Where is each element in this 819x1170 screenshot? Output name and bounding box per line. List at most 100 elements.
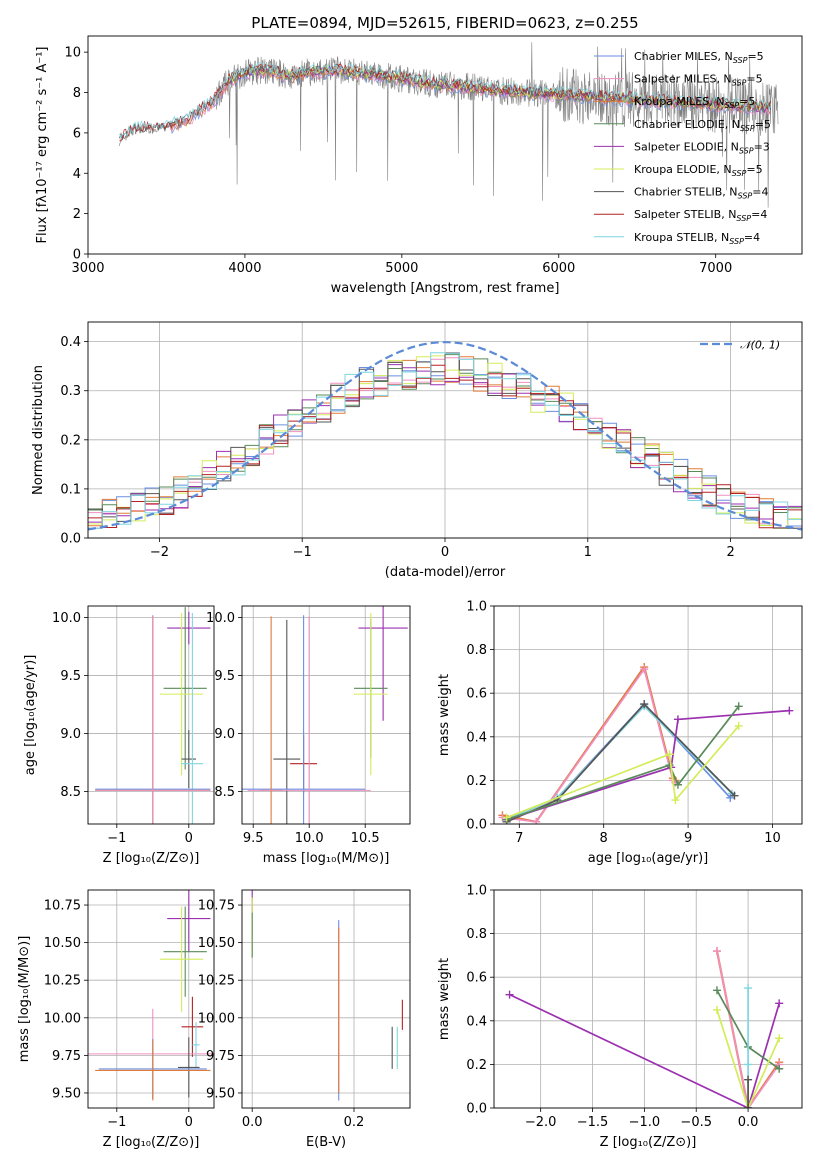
plot-area-residuals (88, 341, 802, 531)
legend-label: Salpeter MILES, NSSP=5 (634, 73, 763, 88)
plot-area-age-vs-mass (242, 606, 408, 824)
x-tick-label: 0.2 (344, 1115, 365, 1130)
y-tick-label: 10.0 (52, 611, 81, 626)
histogram-step-salpeter-stelib (88, 364, 802, 529)
legend-label-sub: SSP (724, 101, 739, 110)
y-tick-label: 9.75 (206, 1049, 235, 1064)
plot-area-age-vs-Z (95, 607, 211, 824)
plot-area-mass-vs-EBV (251, 890, 403, 1101)
y-axis-label: mass weight (437, 958, 452, 1040)
weight-marker (744, 984, 753, 993)
legend-label: Kroupa STELIB, NSSP=4 (634, 231, 760, 246)
weight-line-kroupa-elodie (506, 725, 740, 819)
plot-area-weight-vs-Z (505, 947, 784, 1108)
y-tick-label: 9.0 (60, 727, 81, 742)
weight-marker (712, 947, 721, 956)
y-tick-label: 0.6 (466, 971, 487, 986)
weight-marker (712, 986, 721, 995)
model-line-salpeter-stelib (119, 63, 771, 142)
legend-label: 𝒩(0, 1) (740, 339, 780, 352)
legend-label-name: Chabrier STELIB, N (634, 186, 738, 199)
y-tick-label: 9.0 (214, 727, 235, 742)
x-tick-label: 0.0 (738, 1115, 759, 1130)
y-tick-label: 10.75 (44, 899, 81, 914)
legend-label: Chabrier ELODIE, NSSP=5 (634, 118, 771, 133)
axes-frame (241, 605, 411, 825)
x-tick-label: 7000 (699, 261, 732, 276)
x-tick-label: 7 (515, 831, 523, 846)
weight-line-kroupa-elodie (716, 1009, 780, 1108)
y-tick-label: 9.50 (52, 1086, 81, 1101)
x-tick-label: −1 (107, 1115, 126, 1130)
x-tick-label: 4000 (228, 261, 261, 276)
y-tick-label: 10.00 (44, 1011, 81, 1026)
y-axis-label: mass [log₁₀(M/M⊙)] (17, 936, 32, 1063)
y-tick-label: 0.4 (466, 730, 487, 745)
y-tick-label: 9.5 (60, 669, 81, 684)
legend-label-sub: SSP (738, 192, 753, 201)
legend-label-sub: SSP (740, 124, 755, 133)
panel-residuals: −2 −1 0 1 2 0.0 0.1 0.2 0.3 0.4 (data-model)/error… (31, 321, 803, 580)
weight-marker (730, 791, 739, 800)
y-tick-label: 8.5 (60, 785, 81, 800)
weight-marker (744, 1104, 753, 1108)
x-axis-label: mass [log₁₀(M/M⊙)] (263, 851, 390, 866)
legend-label: Kroupa ELODIE, NSSP=5 (634, 163, 763, 178)
y-tick-label: 0.1 (60, 482, 81, 497)
y-tick-label: 10.00 (198, 1011, 235, 1026)
model-line-salpeter-miles (170, 67, 771, 133)
legend-label-count: =5 (746, 73, 762, 86)
legend-label-count: =3 (754, 140, 770, 153)
chart-title: PLATE=0894, MJD=52615, FIBERID=0623, z=0… (251, 14, 638, 32)
x-axis-label: Z [log₁₀(Z/Z⊙)] (103, 851, 200, 866)
y-tick-label: 0.0 (60, 532, 81, 547)
panel-age-vs-mass: 9.5 10.0 10.5 8.5 9.0 9.5 10.0 mass [log₁₀(M/M⊙… (206, 605, 411, 866)
weight-marker (734, 721, 743, 730)
x-tick-label: −1 (107, 831, 126, 846)
legend-label-sub: SSP (733, 56, 748, 65)
x-tick-label: 0 (185, 831, 193, 846)
legend-label-sub: SSP (739, 146, 754, 155)
weight-marker (505, 990, 514, 999)
legend-label-count: =4 (744, 231, 760, 244)
histogram-step-chabrier-stelib (88, 352, 802, 529)
x-tick-label: −2.0 (525, 1115, 557, 1130)
legend-label-name: Salpeter STELIB, N (634, 208, 736, 221)
y-tick-label: 1.0 (466, 600, 487, 615)
histogram-step-salpeter-elodie (88, 364, 802, 523)
legend-label-name: Kroupa MILES, N (634, 95, 724, 108)
y-tick-label: 10.0 (206, 611, 235, 626)
axes-frame (493, 605, 803, 825)
y-tick-label: 0 (73, 248, 81, 263)
x-axis-label: Z [log₁₀(Z/Z⊙)] (103, 1135, 200, 1150)
weight-line-chabrier-elodie (506, 705, 740, 821)
legend-label-name: Chabrier ELODIE, N (634, 118, 740, 131)
y-tick-label: 10.75 (198, 899, 235, 914)
plot-area-mass-vs-Z (88, 890, 214, 1101)
gaussian-curve (88, 341, 802, 531)
plot-area-spectrum (119, 42, 779, 208)
legend-label: Salpeter ELODIE, NSSP=3 (634, 140, 770, 155)
y-tick-label: 1.0 (466, 884, 487, 899)
weight-marker (785, 706, 794, 715)
y-tick-label: 10.50 (198, 936, 235, 951)
x-tick-label: 9 (684, 831, 692, 846)
axes-frame (87, 321, 803, 539)
y-tick-label: 0.3 (60, 384, 81, 399)
x-tick-label: −2 (150, 545, 169, 560)
legend-label-sub: SSP (736, 214, 751, 223)
panel-spectrum: 3000 4000 5000 6000 7000 0 2 4 6 8 10 wavelength [A… (35, 14, 803, 296)
legend-label-name: Salpeter MILES, N (634, 73, 732, 86)
legend-label-name: Kroupa ELODIE, N (634, 163, 732, 176)
y-tick-label: 8 (73, 86, 81, 101)
panel-mass-vs-Z: −1 0 9.50 9.75 10.00 10.25 10.50 10.75 Z [log₁₀(… (17, 889, 215, 1150)
y-tick-label: 4 (73, 167, 81, 182)
y-axis-label: age [log₁₀(age/yr)] (23, 655, 38, 776)
x-axis-label: Z [log₁₀(Z/Z⊙)] (600, 1135, 697, 1150)
y-tick-label: 0.0 (466, 818, 487, 833)
y-tick-label: 0.2 (466, 1058, 487, 1073)
x-tick-label: 10.5 (351, 831, 380, 846)
panel-mass-vs-EBV: 0.0 0.2 9.50 9.75 10.00 10.25 10.50 10.75 E(B-V) (198, 889, 411, 1150)
axes-frame (87, 605, 215, 825)
weight-marker (671, 796, 680, 805)
